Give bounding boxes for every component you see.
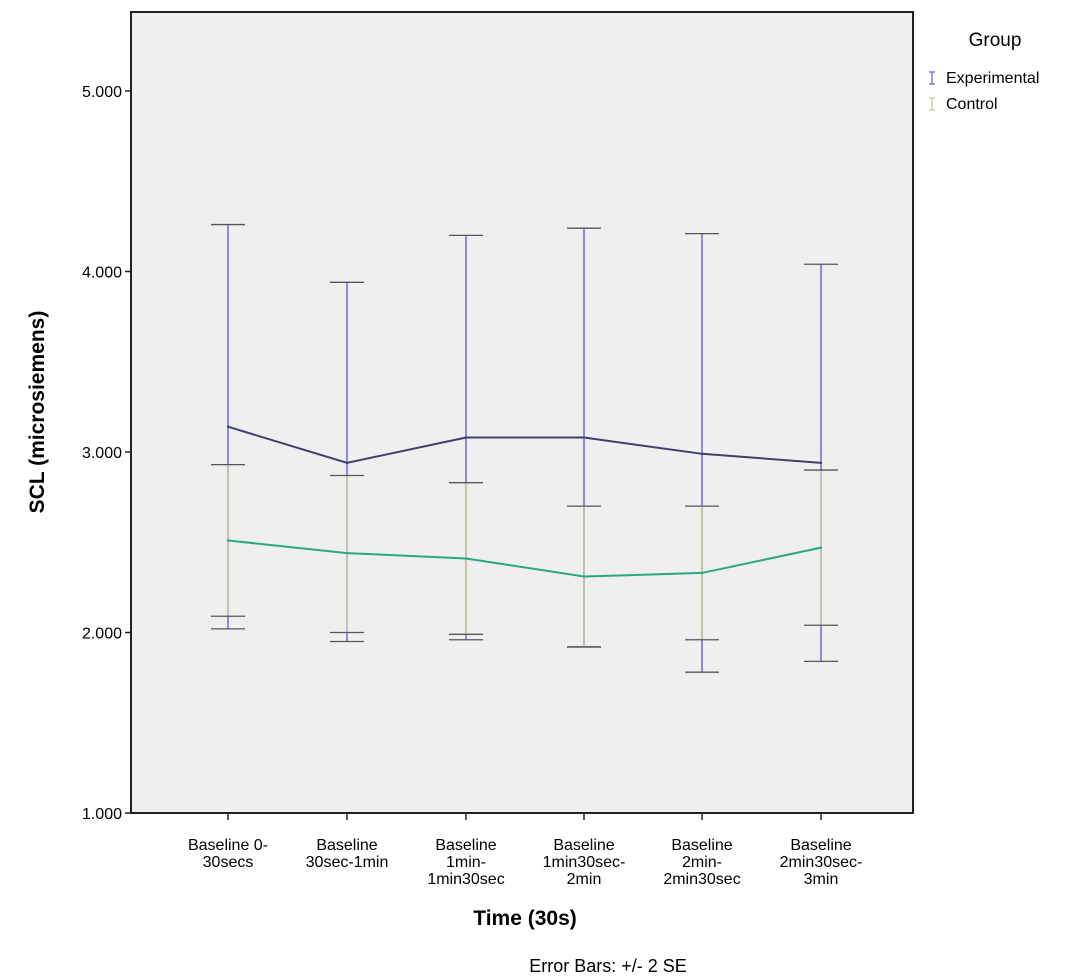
x-tick-label-line: Baseline [790,837,851,854]
y-axis: 1.000 2.000 3.000 4.000 5.000 [82,84,131,823]
x-tick-label-line: Baseline 0- [188,837,268,854]
data-point-experimental-2 [464,436,468,439]
x-tick-label-line: Baseline [316,837,377,854]
x-axis-title: Time (30s) [473,907,577,930]
legend-entry-control: Control [929,96,998,113]
x-tick-label-line: Baseline [671,837,732,854]
x-tick-label-0: Baseline 0-30secs [188,837,268,871]
series-line-experimental [227,425,822,464]
y-tick-label-1: 2.000 [82,626,122,643]
plot-background [131,12,913,813]
y-tick-label-2: 3.000 [82,445,122,462]
x-tick-label-5: Baseline 2min30sec-3min [780,837,863,888]
x-tick-label-line: 2min- [682,854,722,871]
data-point-control-5 [819,546,823,549]
x-tick-label-line: Baseline [553,837,614,854]
legend: Group Experimental Control [929,30,1039,113]
y-tick-label-4: 5.000 [82,84,122,101]
y-axis-title: SCL (microsiemens) [26,311,49,514]
x-tick-label-line: 30secs [203,854,254,871]
data-point-control-2 [464,557,468,560]
legend-title: Group [969,30,1022,51]
x-tick-label-line: 30sec-1min [306,854,389,871]
x-tick-label-3: Baseline 1min30sec-2min [543,837,626,888]
x-tick-label-line: 1min- [446,854,486,871]
footnote: Error Bars: +/- 2 SE [529,956,687,976]
legend-label-experimental: Experimental [946,70,1039,87]
x-tick-label-line: 2min30sec [663,871,740,888]
y-tick-label-0: 1.000 [82,806,122,823]
x-tick-label-line: 2min30sec- [780,854,863,871]
legend-entry-experimental: Experimental [929,70,1039,87]
legend-label-control: Control [946,96,998,113]
x-tick-label-line: 1min30sec- [543,854,626,871]
data-point-control-4 [700,571,704,575]
data-point-experimental-0 [226,425,230,428]
series-line-control [227,539,822,578]
x-tick-label-1: Baseline 30sec-1min [306,837,389,871]
data-point-experimental-5 [819,461,823,465]
data-point-experimental-1 [345,461,349,465]
x-tick-label-line: 2min [567,871,602,888]
data-point-control-0 [226,539,230,542]
x-tick-label-line: Baseline [435,837,496,854]
x-tick-label-4: Baseline 2min-2min30sec [663,837,740,888]
data-point-control-1 [345,551,349,555]
data-point-experimental-3 [582,436,586,439]
x-tick-label-2: Baseline 1min-1min30sec [427,837,504,888]
x-tick-label-line: 3min [804,871,839,888]
data-point-experimental-4 [700,452,704,456]
data-point-control-3 [582,575,586,578]
plot-frame [130,11,914,814]
y-tick-label-3: 4.000 [82,265,122,282]
x-tick-label-line: 1min30sec [427,871,504,888]
series-lines [226,425,823,578]
